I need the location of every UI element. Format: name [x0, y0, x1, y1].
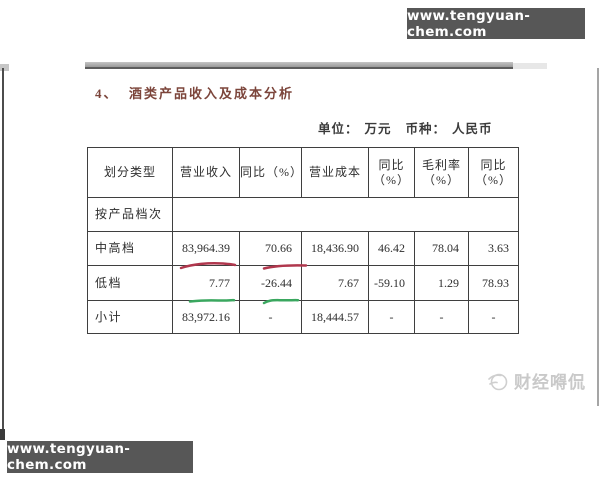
cell-cost-yoy: -	[368, 300, 415, 334]
bottom-url-banner: www.tengyuan-chem.com	[7, 441, 193, 473]
group-row-empty	[172, 197, 519, 232]
cell-margin-yoy: -	[468, 300, 519, 334]
unit-value: 万元	[364, 122, 392, 136]
cell-revenue-yoy: -26.44	[239, 265, 302, 305]
table-row: 小计 83,972.16 - 18,444.57 - - -	[87, 300, 519, 334]
table-row: 中高档 83,964.39 70.66 18,436.90 46.42 78.0…	[87, 231, 519, 270]
cell-category: 低档	[87, 265, 173, 301]
section-title: 4、 酒类产品收入及成本分析	[95, 86, 295, 101]
unit-currency-line: 单位： 万元 币种： 人民币	[318, 118, 493, 137]
col-header-cost: 营业成本	[301, 147, 369, 198]
green-underline-mark	[262, 298, 300, 305]
cell-gross-margin: -	[414, 300, 469, 334]
table-row: 低档 7.77 -26.44 7.67 -59.10 1.29 78.93	[87, 265, 519, 305]
revenue-cost-table: 划分类型 营业收入 同比（%） 营业成本 同比 （%） 毛利率 （%） 同比 （%） …	[87, 147, 519, 334]
currency-label: 币种：	[405, 122, 447, 136]
cell-revenue-yoy: 70.66	[239, 231, 308, 270]
col-header-gross-margin: 毛利率 （%）	[414, 147, 469, 198]
cell-gross-margin: 78.04	[414, 231, 469, 266]
top-url-text: www.tengyuan-chem.com	[407, 7, 531, 40]
cell-category: 小计	[87, 300, 173, 334]
scan-left-edge-blob	[0, 429, 5, 440]
bottom-url-text: www.tengyuan-chem.com	[7, 441, 131, 473]
scan-corner-artifact	[0, 64, 9, 71]
scan-left-edge	[2, 68, 4, 430]
watermark-logo-icon	[488, 373, 508, 390]
cell-cost-yoy: -59.10	[368, 265, 415, 301]
unit-label: 单位：	[318, 122, 359, 136]
cell-gross-margin: 1.29	[414, 265, 469, 301]
cell-revenue: 83,964.39	[172, 231, 240, 270]
top-url-banner: www.tengyuan-chem.com	[407, 7, 585, 40]
cell-margin-yoy: 3.63	[468, 231, 519, 266]
cell-revenue: 83,972.16	[172, 300, 240, 334]
group-row: 按产品档次	[87, 197, 519, 232]
cell-cost: 18,444.57	[301, 300, 369, 334]
scan-top-edge-light	[513, 63, 547, 69]
cell-cost: 18,436.90	[301, 231, 369, 266]
table-header-row: 划分类型 营业收入 同比（%） 营业成本 同比 （%） 毛利率 （%） 同比 （%）	[87, 147, 519, 198]
col-header-revenue-yoy: 同比（%）	[239, 147, 302, 198]
col-header-revenue: 营业收入	[172, 147, 240, 198]
cell-cost: 7.67	[301, 265, 369, 301]
scan-top-edge	[85, 62, 513, 69]
group-row-label: 按产品档次	[87, 197, 173, 232]
currency-value: 人民币	[452, 122, 493, 136]
col-header-category: 划分类型	[87, 147, 173, 198]
cell-revenue-yoy: -	[239, 300, 302, 334]
watermark-text: 财经嘚侃	[514, 373, 586, 392]
cell-cost-yoy: 46.42	[368, 231, 415, 266]
cell-category: 中高档	[87, 231, 173, 266]
watermark: 财经嘚侃	[486, 368, 586, 393]
cell-revenue: 7.77	[172, 265, 240, 303]
scan-right-edge	[597, 68, 599, 406]
col-header-cost-yoy: 同比 （%）	[368, 147, 415, 198]
col-header-margin-yoy: 同比 （%）	[468, 147, 519, 198]
cell-margin-yoy: 78.93	[468, 265, 519, 301]
